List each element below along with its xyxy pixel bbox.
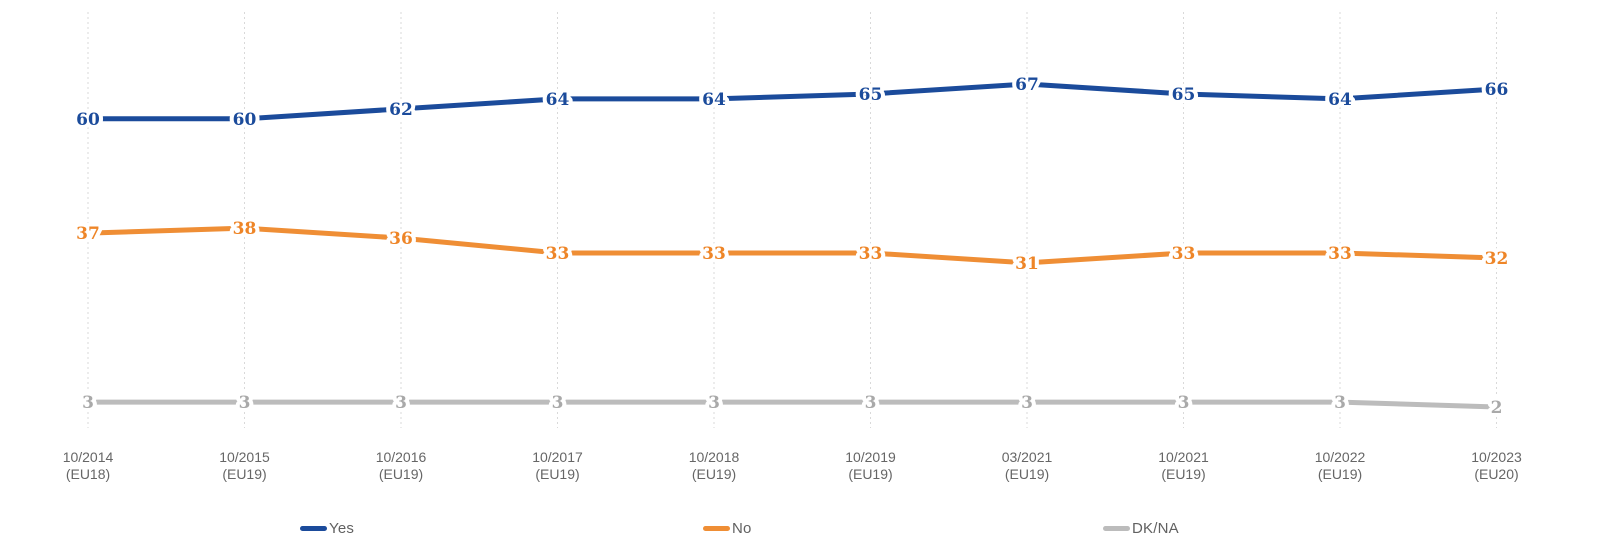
data-label: 36 [389,229,413,249]
x-axis-label-period: 10/2022 [1315,449,1366,465]
data-label: 2 [1491,398,1503,418]
data-label: 32 [1485,249,1509,269]
data-label: 64 [702,90,726,110]
data-label: 64 [1328,90,1352,110]
legend-label-dkna: DK/NA [1132,519,1179,537]
data-label: 33 [1328,244,1352,264]
x-axis-label-eu: (EU19) [692,466,736,482]
series-line [85,81,1499,122]
x-axis-label-eu: (EU19) [535,466,579,482]
legend-item-no[interactable]: No [703,519,752,537]
x-axis-label-period: 10/2016 [376,449,427,465]
data-label: 3 [1178,393,1190,413]
data-label: 3 [708,393,720,413]
data-label: 3 [865,393,877,413]
x-axis-label-eu: (EU19) [1161,466,1205,482]
data-label: 3 [82,393,94,413]
data-label: 33 [1172,244,1196,264]
series-yes [85,81,1499,122]
series-dk-na [85,399,1499,410]
series-line [85,399,1499,410]
legend-swatch-no-icon [703,525,730,531]
series-line [85,225,1499,266]
data-label: 3 [552,393,564,413]
x-axis-label-period: 10/2018 [689,449,740,465]
data-label: 38 [233,219,257,239]
x-axis-label-eu: (EU19) [222,466,266,482]
data-label: 60 [233,110,257,130]
data-label: 3 [395,393,407,413]
legend-item-dkna[interactable]: DK/NA [1103,519,1179,537]
x-axis-label-eu: (EU19) [1318,466,1362,482]
data-label: 37 [76,224,100,244]
data-label: 60 [76,110,100,130]
data-label: 33 [702,244,726,264]
series-no [85,225,1499,266]
data-label: 3 [1334,393,1346,413]
x-axis-label-period: 10/2014 [63,449,114,465]
data-label: 67 [1015,75,1039,95]
x-axis-label-eu: (EU19) [1005,466,1049,482]
data-label: 65 [1172,85,1196,105]
x-axis-label-period: 10/2019 [845,449,896,465]
data-label: 33 [859,244,883,264]
x-axis-label-period: 10/2017 [532,449,583,465]
x-axis-label-period: 10/2023 [1471,449,1522,465]
data-label: 65 [859,85,883,105]
x-axis-label-eu: (EU19) [848,466,892,482]
legend-swatch-yes-icon [300,525,327,531]
x-axis-label-period: 10/2021 [1158,449,1209,465]
x-axis-label-period: 10/2015 [219,449,270,465]
data-label: 31 [1015,254,1039,274]
legend-label-no: No [732,519,752,537]
data-label: 3 [1021,393,1033,413]
legend-item-yes[interactable]: Yes [300,519,354,537]
data-label: 66 [1485,80,1509,100]
data-label: 33 [546,244,570,264]
data-label: 62 [389,100,413,120]
x-axis-label-eu: (EU19) [379,466,423,482]
data-label: 64 [546,90,570,110]
data-label: 3 [239,393,251,413]
legend-label-yes: Yes [329,519,355,537]
x-axis-label-eu: (EU18) [66,466,110,482]
x-axis-label-eu: (EU20) [1474,466,1518,482]
x-axis-label-period: 03/2021 [1002,449,1053,465]
legend-swatch-dkna-icon [1103,525,1130,531]
